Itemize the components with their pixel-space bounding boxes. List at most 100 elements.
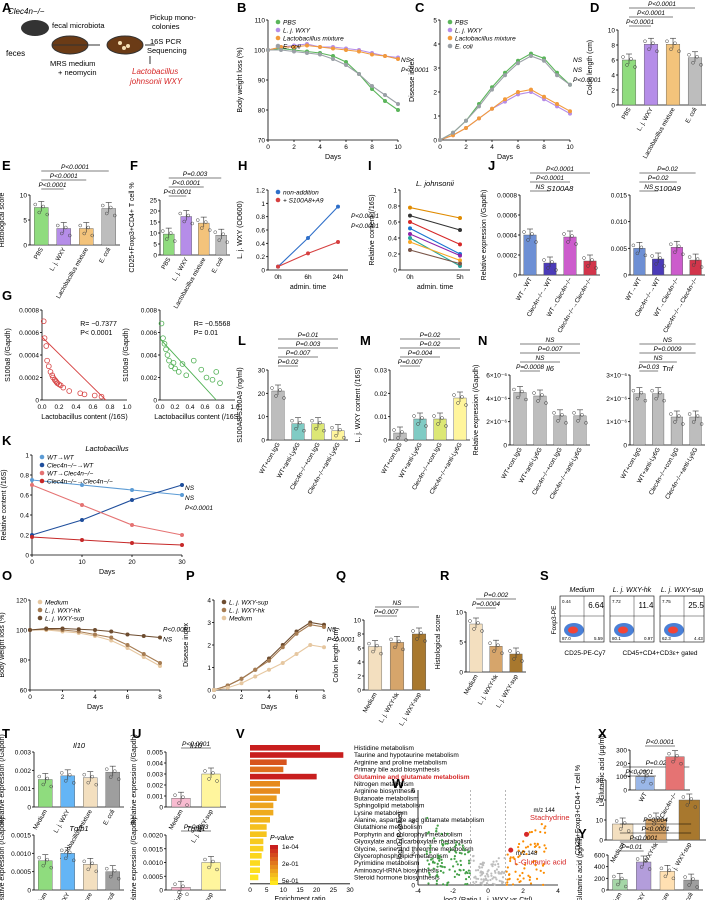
y-tick-label: 0 <box>393 268 397 275</box>
data-point <box>68 850 72 855</box>
y-tick-label: 3 <box>433 66 437 73</box>
data-point <box>683 875 687 879</box>
legend-label: Medium <box>45 600 69 607</box>
volcano-point <box>452 865 455 868</box>
data-point <box>41 863 45 868</box>
seq-label: Sequencing <box>147 46 187 55</box>
y-axis-label: −log10 (P-value) <box>397 812 404 864</box>
volcano-point <box>462 846 465 850</box>
series-point <box>516 61 520 66</box>
y-tick-label: 200 <box>616 761 627 768</box>
volcano-point <box>538 846 541 849</box>
significance-label: P<0.0001 <box>630 835 658 842</box>
data-point <box>693 805 698 809</box>
data-point <box>318 420 322 425</box>
series-point <box>344 48 348 52</box>
y-tick-label: 0 <box>623 443 627 450</box>
y-tick-label: 10 <box>596 818 604 825</box>
significance-label: NS <box>185 495 195 502</box>
legend-marker <box>39 470 45 476</box>
data-point <box>396 436 400 440</box>
volcano-point <box>461 844 464 847</box>
legend-label: + S100A8+A9 <box>283 198 324 205</box>
y-tick-label: 110 <box>255 18 266 25</box>
volcano-point <box>457 873 461 877</box>
x-tick-label: Clec4n−/−→Clec4n−/− <box>662 276 700 334</box>
volcano-point <box>468 872 471 875</box>
x-tick-label: Medium <box>168 892 185 900</box>
volcano-point <box>478 865 481 868</box>
data-point <box>49 865 53 870</box>
series-point <box>253 674 258 679</box>
correlation-label: R= −0.5568 <box>194 321 231 328</box>
enrichment-bar <box>250 817 270 823</box>
volcano-point <box>480 866 484 869</box>
data-point <box>109 775 113 779</box>
volcano-point <box>440 858 443 861</box>
pathway-label: Glycerophospholipid metabolism <box>354 853 448 860</box>
series-point <box>408 213 412 218</box>
legend-marker <box>221 615 227 621</box>
significance-label: P=0.0008 <box>516 364 544 371</box>
y-tick-label: 100 <box>254 48 265 55</box>
data-point <box>37 855 41 860</box>
volcano-point <box>459 863 463 867</box>
series-point <box>408 240 412 244</box>
data-point <box>282 396 286 400</box>
significance-label: P<0.0001 <box>351 223 379 230</box>
data-point <box>586 264 590 268</box>
bar <box>665 44 681 106</box>
y-tick-label: 2 <box>357 674 361 681</box>
y-tick-label: 0 <box>153 398 157 405</box>
x-axis-label: Days <box>261 704 277 711</box>
bar <box>689 416 702 446</box>
series-point <box>280 661 285 665</box>
y-tick-label: 80 <box>258 108 266 115</box>
enrichment-bar <box>250 766 284 773</box>
legend-marker <box>447 27 453 33</box>
treg-percentage: 11.4 <box>639 601 655 610</box>
panel-letter-b: B <box>237 0 246 15</box>
y-axis-label: Relative expression (/Gapdh) <box>131 817 138 900</box>
significance-label: P<0.0001 <box>185 505 213 512</box>
x-tick-label: 4 <box>93 694 97 701</box>
data-point <box>82 859 86 864</box>
y-tick-label: 0.4 <box>20 513 29 520</box>
panel-letter-n: N <box>478 333 487 348</box>
y-tick-label: 10 <box>354 618 362 625</box>
y-tick-label: 0.6 <box>388 220 397 227</box>
chart-u1: 0 0.001 0.002 0.003 0.004 0.005 Relative expre… <box>131 734 226 844</box>
x-tick-label: 2 <box>292 144 296 151</box>
bar <box>389 642 405 691</box>
x-tick-label: E. coli <box>210 257 224 275</box>
data-point <box>419 631 423 635</box>
y-tick-label: 0 <box>25 553 29 560</box>
y-tick-label: 0.0004 <box>19 353 39 360</box>
series-point <box>458 258 462 263</box>
series-point <box>383 99 387 103</box>
volcano-point <box>484 875 487 878</box>
data-point <box>572 411 576 415</box>
panel-letter-w: W <box>392 776 405 791</box>
medium-label: MRS medium <box>50 59 95 68</box>
x-tick-label: -2 <box>450 888 456 895</box>
series-point <box>28 628 32 632</box>
enrichment-bar <box>250 860 260 866</box>
x-tick-label: 10 <box>78 559 86 566</box>
pathway-label: Primary bile acid biosynthesis <box>354 767 440 774</box>
volcano-point <box>484 877 488 880</box>
x-tick-label: L. j. WXY <box>171 257 190 283</box>
x-tick-label: 10 <box>394 144 402 151</box>
y-tick-label: 0.0006 <box>19 330 39 337</box>
y-tick-label: 0 <box>601 888 605 895</box>
series-point <box>555 102 559 106</box>
volcano-point <box>467 875 471 879</box>
series-point <box>109 629 114 634</box>
scatter-point <box>160 335 166 341</box>
series-point <box>93 632 97 637</box>
x-tick-label: 8 <box>322 694 326 701</box>
volcano-point <box>479 874 482 877</box>
data-point <box>584 421 588 425</box>
x-tick-label: 10 <box>566 144 574 151</box>
